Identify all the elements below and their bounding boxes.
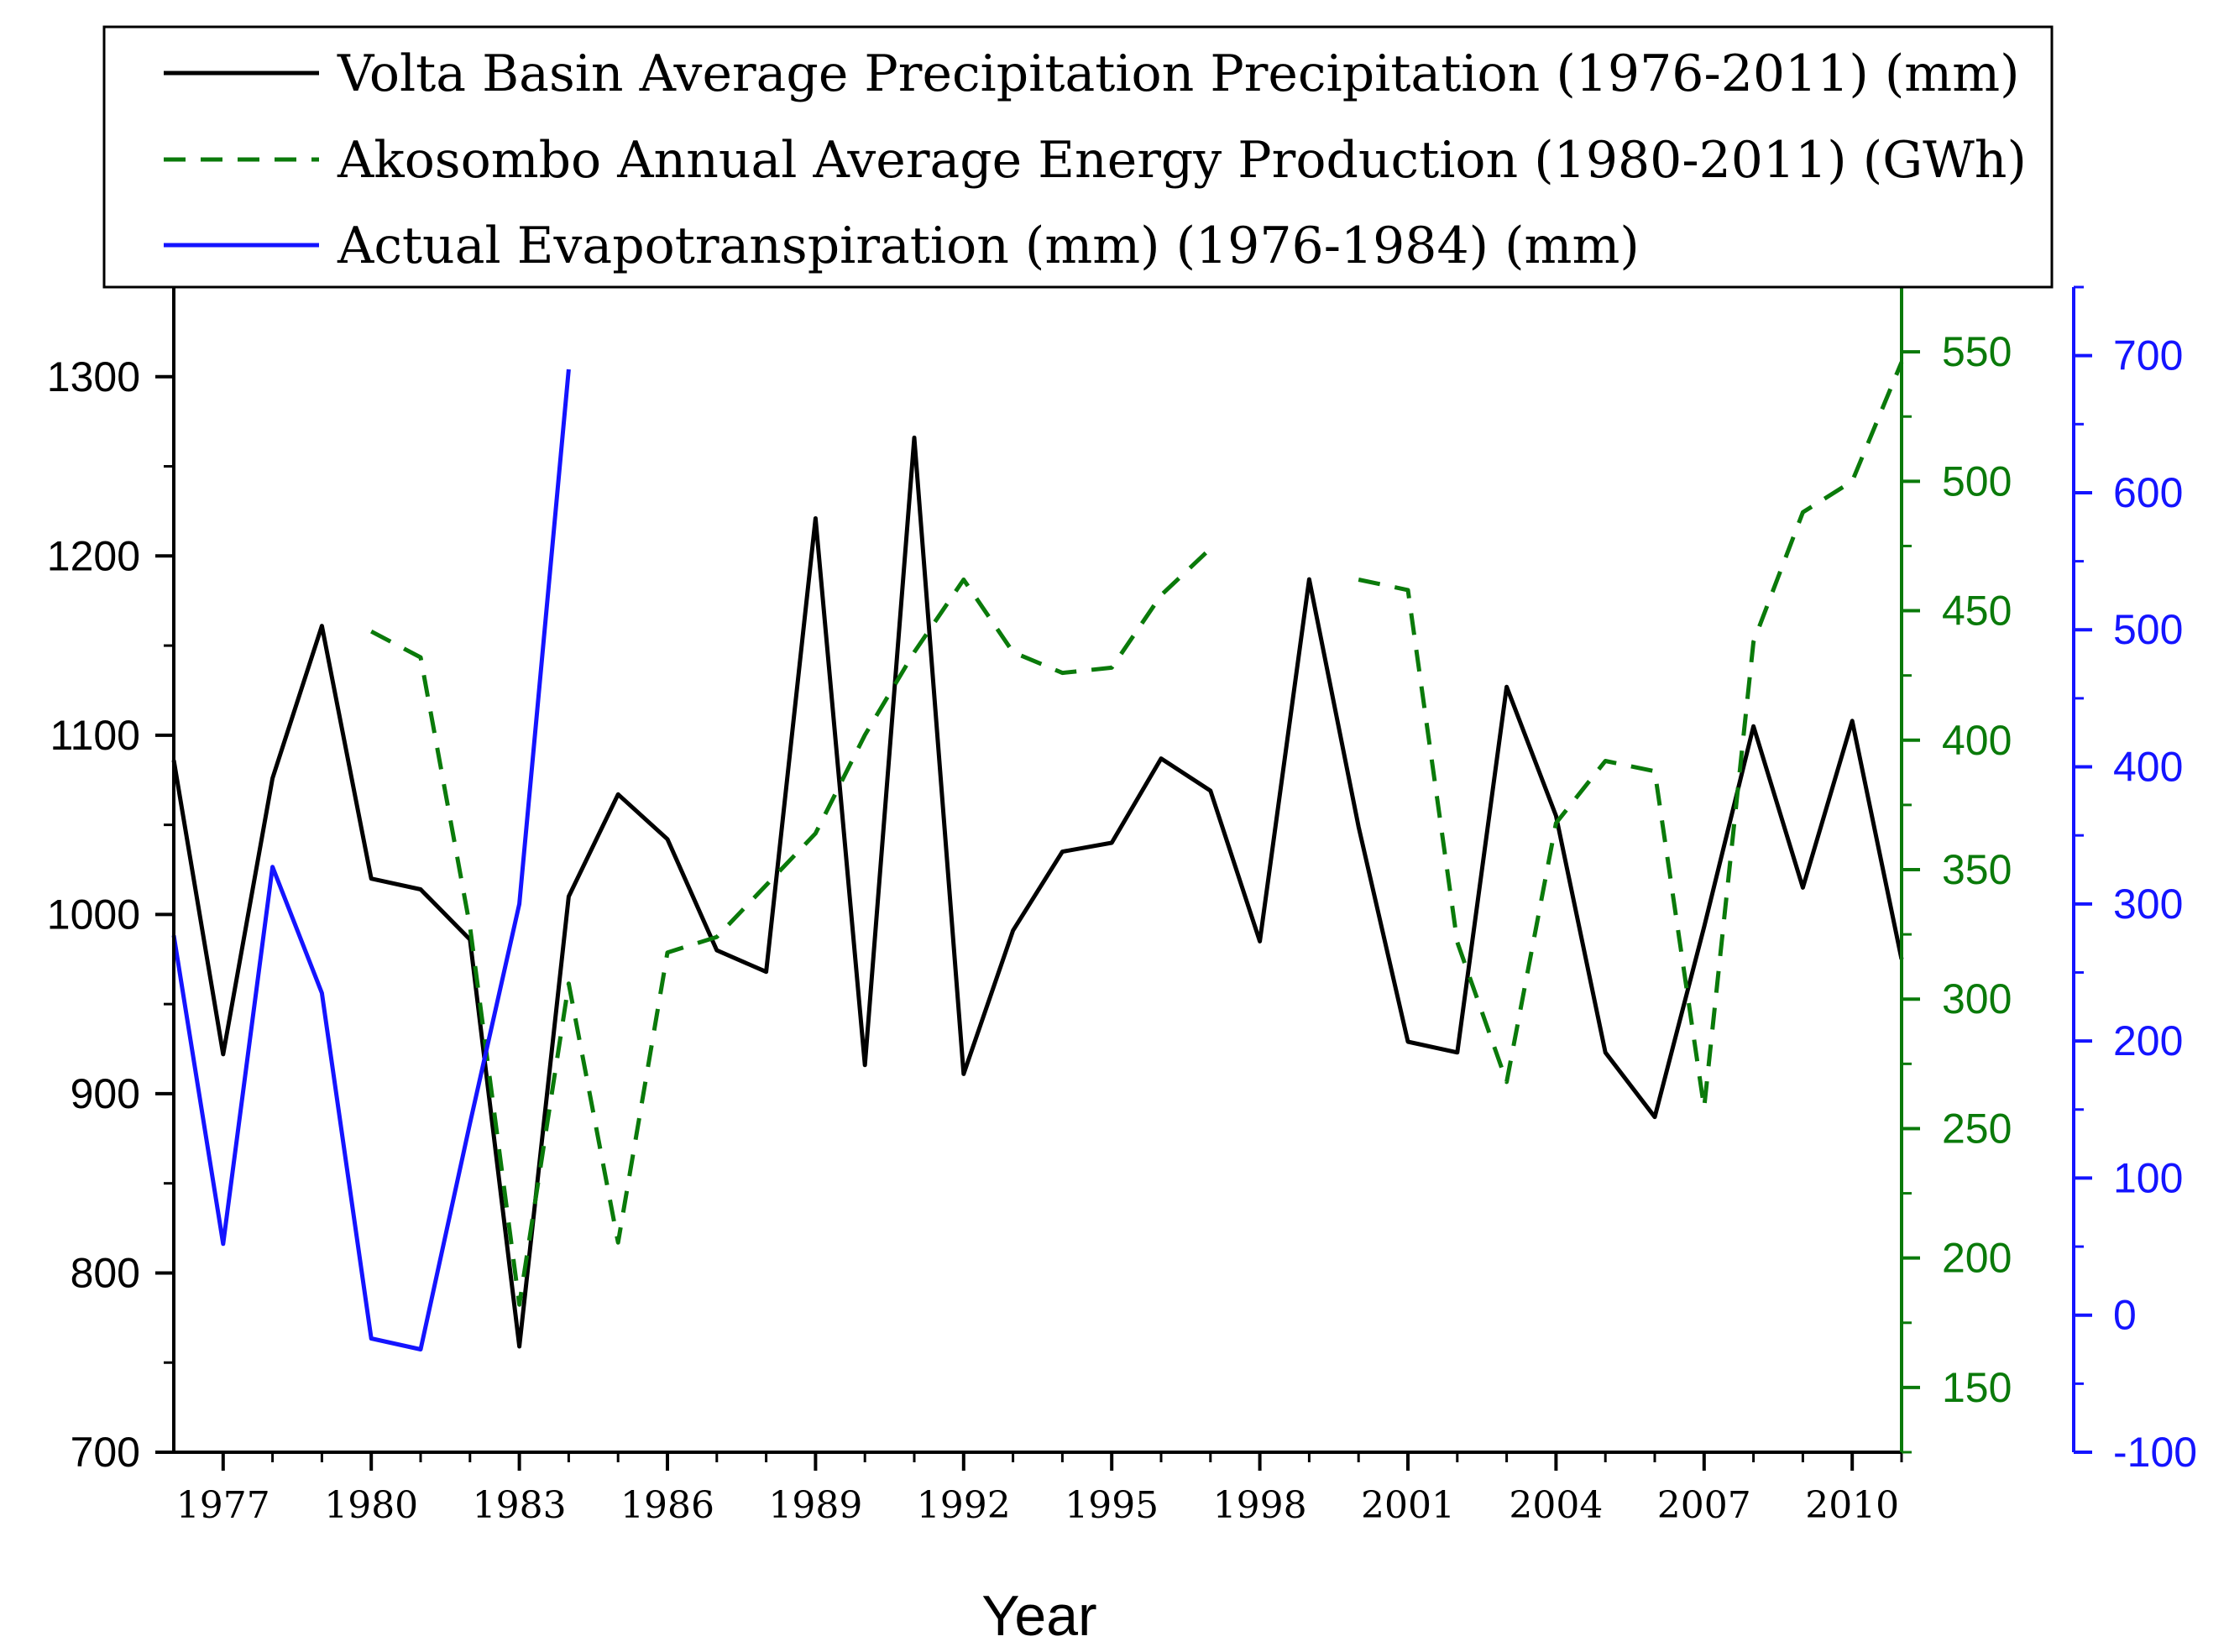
x-axis-tick-label: 1980	[324, 1484, 418, 1527]
plot-lines	[171, 361, 1904, 1351]
green-axis-tick-label: 250	[1942, 1105, 2012, 1152]
legend: Volta Basin Average Precipitation Precip…	[102, 25, 2054, 289]
x-axis-tick-label: 1998	[1213, 1484, 1307, 1527]
x-axis-tick-label: 1983	[473, 1484, 567, 1527]
blue-axis-tick-label: 500	[2113, 606, 2183, 653]
x-axis-tick-label: 1995	[1065, 1484, 1159, 1527]
series-line-energy	[1358, 361, 1904, 1111]
legend-label-precipitation: Volta Basin Average Precipitation Precip…	[337, 44, 2020, 103]
x-axis-tick-label: 2001	[1361, 1484, 1455, 1527]
series-line-precipitation	[171, 435, 1904, 1349]
blue-axis-tick-label: 200	[2113, 1017, 2183, 1064]
blue-axis-tick-label: -100	[2113, 1429, 2197, 1476]
green-axis-tick-label: 350	[1942, 846, 2012, 893]
left-axis-tick-label: 1200	[47, 532, 140, 579]
legend-label-evapotranspiration: Actual Evapotranspiration (mm) (1976-198…	[337, 217, 1640, 275]
x-axis-tick-label: 1989	[768, 1484, 862, 1527]
left-axis-tick-label: 700	[71, 1429, 140, 1476]
series-line-energy	[370, 546, 1212, 1307]
blue-axis-tick-label: 700	[2113, 332, 2183, 379]
green-axis-tick-label: 200	[1942, 1235, 2012, 1282]
blue-axis-tick-label: 100	[2113, 1154, 2183, 1201]
x-axis-tick-label: 2004	[1509, 1484, 1603, 1527]
blue-axis-tick-label: 300	[2113, 881, 2183, 928]
legend-label-energy: Akosombo Annual Average Energy Productio…	[337, 131, 2027, 190]
x-axis-tick-label: 1977	[176, 1484, 270, 1527]
green-axis-tick-label: 300	[1942, 975, 2012, 1022]
x-axis-tick-label: 2007	[1657, 1484, 1751, 1527]
green-axis-tick-label: 500	[1942, 457, 2012, 504]
x-axis-tick-label: 2010	[1805, 1484, 1899, 1527]
left-axis-tick-label: 1100	[50, 712, 140, 759]
legend-box	[102, 25, 2054, 289]
left-axis-tick-label: 900	[71, 1070, 140, 1117]
x-axis-tick-label: 1992	[917, 1484, 1011, 1527]
green-axis-tick-label: 400	[1942, 717, 2012, 764]
blue-axis-tick-label: 0	[2113, 1292, 2137, 1339]
left-axis-tick-label: 1300	[47, 353, 140, 400]
green-axis-tick-label: 550	[1942, 328, 2012, 375]
x-axis-tick-label: 1986	[620, 1484, 714, 1527]
x-axis-title: Year	[981, 1584, 1096, 1648]
green-axis-tick-label: 150	[1942, 1364, 2012, 1411]
green-axis-tick-label: 450	[1942, 588, 2012, 635]
left-axis-tick-label: 1000	[47, 891, 140, 938]
blue-axis-tick-label: 400	[2113, 744, 2183, 791]
blue-axis-tick-label: 600	[2113, 469, 2183, 516]
left-axis-tick-label: 800	[71, 1249, 140, 1296]
series-line-evapotranspiration	[171, 369, 571, 1351]
